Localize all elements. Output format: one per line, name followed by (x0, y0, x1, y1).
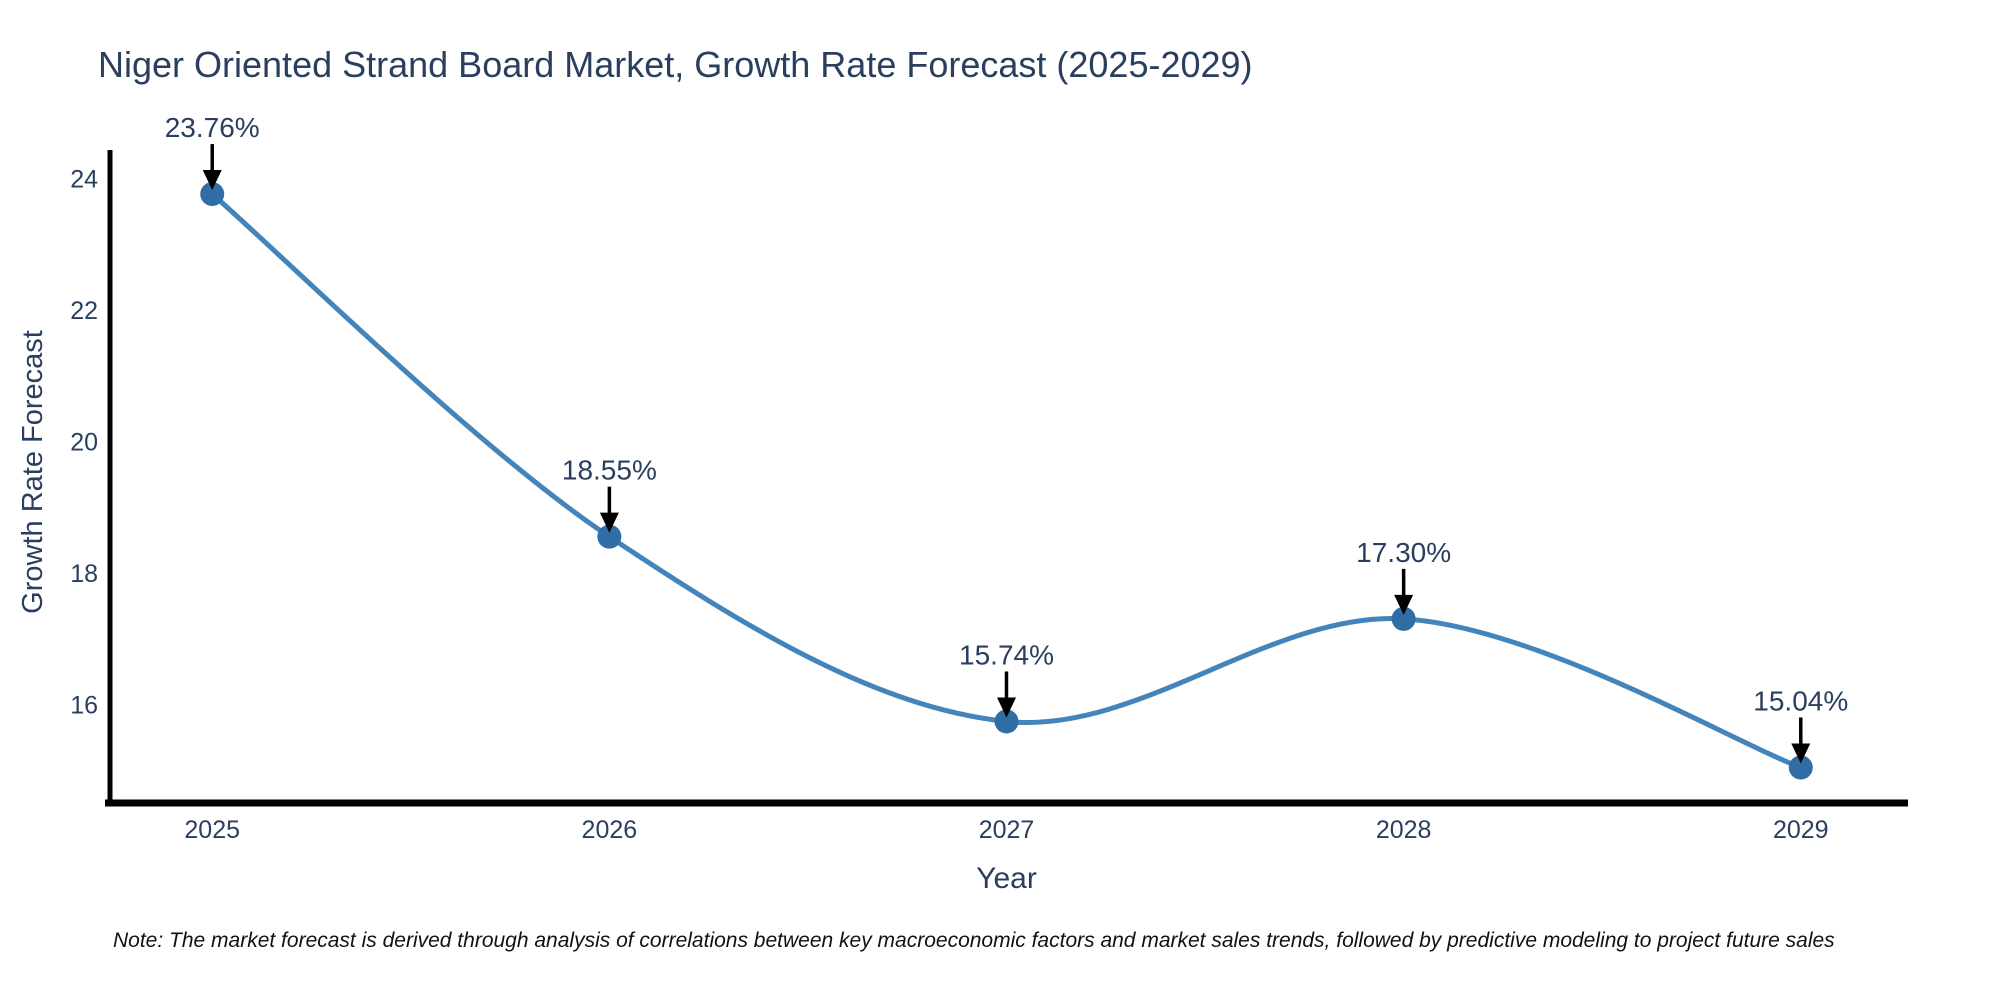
y-axis-title: Growth Rate Forecast (17, 330, 49, 614)
y-tick-label: 18 (70, 560, 98, 588)
x-axis-title: Year (976, 862, 1037, 895)
chart-title: Niger Oriented Strand Board Market, Grow… (98, 44, 1253, 85)
y-tick-label: 24 (70, 165, 98, 193)
annotation-arrow-head (1394, 594, 1414, 615)
y-tick-label: 16 (70, 691, 98, 719)
data-point-marker (1391, 606, 1416, 631)
annotation-label: 23.76% (165, 112, 260, 143)
data-point-marker (1788, 755, 1813, 780)
footnote: Note: The market forecast is derived thr… (113, 929, 1835, 952)
x-tick-label: 2028 (1376, 816, 1432, 844)
annotation-label: 17.30% (1356, 537, 1451, 568)
annotation-arrow-head (599, 512, 619, 533)
annotation-arrow-head (997, 697, 1016, 718)
annotation-arrow-head (202, 170, 222, 191)
annotation-label: 15.74% (959, 639, 1054, 670)
y-tick-label: 20 (70, 428, 98, 456)
annotation-arrow-head (1791, 743, 1811, 764)
x-tick-label: 2025 (184, 816, 240, 844)
annotation-label: 15.04% (1753, 685, 1848, 716)
data-point-marker (597, 524, 622, 549)
annotation-label: 18.55% (562, 455, 657, 486)
data-point-marker (200, 182, 225, 207)
x-tick-label: 2027 (979, 816, 1035, 844)
x-tick-label: 2026 (582, 816, 638, 844)
x-tick-label: 2029 (1773, 816, 1829, 844)
data-point-marker (994, 709, 1019, 734)
y-tick-label: 22 (70, 297, 98, 325)
